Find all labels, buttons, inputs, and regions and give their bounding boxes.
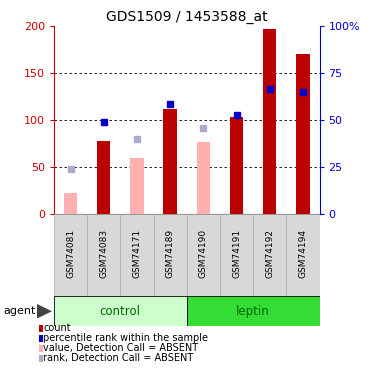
Polygon shape <box>37 304 52 319</box>
Bar <box>253 214 286 296</box>
Bar <box>187 214 220 296</box>
Bar <box>87 214 121 296</box>
Text: agent: agent <box>4 306 36 316</box>
Text: GSM74081: GSM74081 <box>66 229 75 278</box>
Bar <box>97 141 110 214</box>
Text: GSM74083: GSM74083 <box>99 229 108 278</box>
Text: leptin: leptin <box>236 305 270 318</box>
Text: GSM74190: GSM74190 <box>199 229 208 278</box>
Title: GDS1509 / 1453588_at: GDS1509 / 1453588_at <box>106 10 268 24</box>
Bar <box>130 158 144 214</box>
Bar <box>54 296 187 326</box>
Bar <box>220 214 253 296</box>
Text: count: count <box>44 323 71 333</box>
Text: percentile rank within the sample: percentile rank within the sample <box>44 333 208 343</box>
Text: control: control <box>100 305 141 318</box>
Bar <box>164 109 177 214</box>
Bar <box>230 117 243 214</box>
Bar <box>154 214 187 296</box>
Text: GSM74192: GSM74192 <box>265 229 274 278</box>
Text: GSM74194: GSM74194 <box>298 229 308 278</box>
Bar <box>296 54 310 214</box>
Bar <box>286 214 320 296</box>
Text: GSM74189: GSM74189 <box>166 229 175 278</box>
Text: value, Detection Call = ABSENT: value, Detection Call = ABSENT <box>44 344 199 353</box>
Text: GSM74171: GSM74171 <box>132 229 141 278</box>
Bar <box>64 193 77 214</box>
Bar <box>263 29 276 214</box>
Text: GSM74191: GSM74191 <box>232 229 241 278</box>
Bar <box>187 296 320 326</box>
Text: rank, Detection Call = ABSENT: rank, Detection Call = ABSENT <box>44 354 194 363</box>
Bar <box>197 142 210 214</box>
Bar <box>54 214 87 296</box>
Bar <box>120 214 154 296</box>
